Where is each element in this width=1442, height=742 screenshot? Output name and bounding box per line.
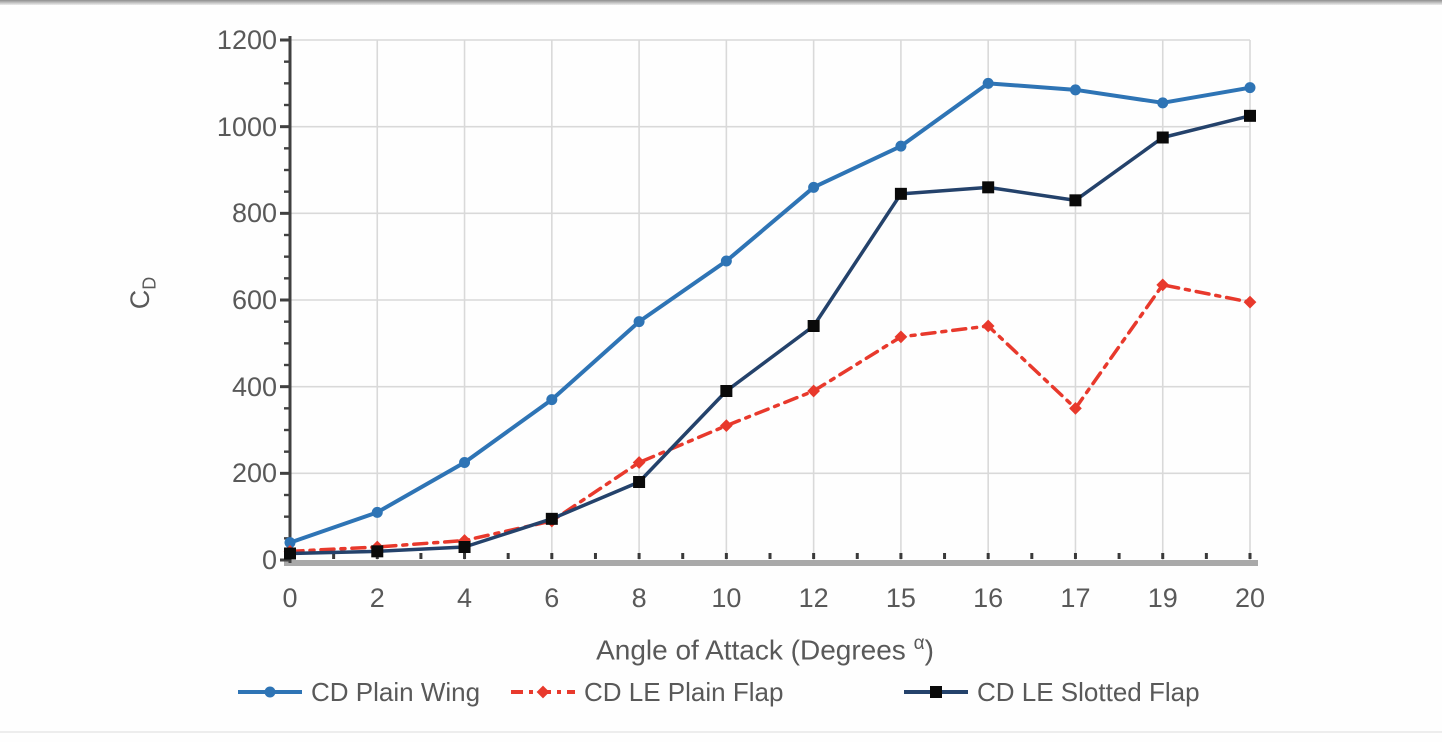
x-axis-tick [550,553,554,559]
data-point-marker [284,537,296,549]
x-axis-tick [681,553,685,559]
series-line-cd-le-slotted-flap [288,114,1252,556]
data-point-marker [1244,82,1256,94]
x-axis-tick [332,553,336,559]
x-axis-tick [1117,553,1121,559]
x-axis-line [284,560,1258,566]
legend-item-cd-plain-wing: CD Plain Wing [237,674,480,710]
y-axis-title: CD [107,263,177,323]
legend-swatch [511,685,575,699]
data-point-marker [1156,131,1169,144]
legend-label: CD LE Slotted Flap [977,676,1200,707]
x-tick-label: 2 [369,583,385,613]
x-tick-label: 10 [711,583,742,613]
y-tick-label: 600 [231,285,277,315]
x-axis-tick [768,553,772,559]
data-point-marker [808,181,820,193]
x-axis-tick [855,553,859,559]
data-point-marker [371,545,384,558]
data-point-marker [459,457,471,468]
x-axis-tick [812,553,816,559]
y-tick-label: 1000 [216,111,277,142]
x-axis-tick [637,553,641,559]
data-point-marker [371,506,383,518]
x-tick-label: 20 [1234,583,1266,613]
data-point-marker [807,320,820,332]
data-point-marker [720,255,732,267]
x-tick-label: 15 [885,583,916,613]
legend-item-cd-le-plain-flap: CD LE Plain Flap [510,674,783,710]
legend-marker-square [930,686,942,698]
data-point-marker [1069,194,1082,207]
data-point-marker [633,476,646,488]
x-axis-title-alpha: α [913,633,925,654]
x-axis-tick [1161,553,1165,559]
data-point-marker [1069,84,1081,96]
x-axis-tick [1248,553,1252,559]
data-point-marker [719,419,733,433]
y-tick-label: 800 [231,198,277,229]
x-axis-tick [1030,553,1034,559]
chart-legend: CD Plain Wing CD LE Plain Flap CD LE Slott… [0,674,1442,714]
x-axis-tick [899,553,903,559]
x-tick-label: 12 [798,583,829,613]
data-point-marker [546,394,558,406]
x-axis-tick [506,553,510,559]
series-line-cd-le-plain-flap [288,283,1252,554]
data-point-marker [720,385,733,397]
x-axis-title-text: Angle of Attack (Degrees [596,634,914,666]
data-point-marker [284,547,296,560]
y-tick-label: 1200 [216,25,277,55]
data-point-marker [894,187,907,200]
legend-swatch [904,686,968,698]
data-point-marker [1243,295,1257,309]
y-tick-label: 200 [231,458,277,489]
legend-label: CD Plain Wing [311,676,481,707]
x-axis-title-close: ) [924,634,934,666]
legend-label: CD LE Plain Flap [584,676,784,707]
x-axis-tick [593,553,597,559]
data-point-marker [982,77,994,89]
data-point-marker [982,181,995,194]
x-axis-tick [1204,553,1208,559]
legend-marker-circle [264,686,276,698]
data-point-marker [545,512,558,525]
x-axis-tick [986,553,990,559]
x-axis-tick [724,553,728,559]
x-axis-tick [1073,553,1077,559]
series-line-cd-plain-wing [288,81,1252,545]
window-bottom-edge [0,731,1442,733]
y-tick-label: 400 [231,371,277,402]
x-axis-title: Angle of Attack (Degrees α) [596,633,934,666]
window-top-edge [0,0,1442,5]
data-point-marker [1244,109,1256,122]
legend-item-cd-le-slotted-flap: CD LE Slotted Flap [903,674,1200,710]
legend-marker-diamond [536,685,550,699]
data-point-marker [895,140,907,152]
y-tick-label: 0 [261,545,277,575]
x-tick-label: 16 [973,583,1004,613]
x-tick-label: 6 [544,583,560,613]
y-axis-title-sub: D [139,276,160,290]
data-point-marker [633,316,645,328]
x-axis-tick [419,553,423,559]
y-axis-title-main: C [125,289,156,310]
data-point-marker [458,541,471,553]
x-tick-label: 0 [282,583,298,613]
x-axis-tick [463,553,467,559]
x-tick-label: 19 [1147,583,1178,613]
data-point-marker [1157,97,1169,109]
x-tick-label: 8 [631,583,647,613]
legend-swatch [238,686,302,698]
x-axis-tick [943,553,947,559]
x-tick-label: 4 [457,583,473,613]
x-tick-label: 17 [1060,583,1091,613]
